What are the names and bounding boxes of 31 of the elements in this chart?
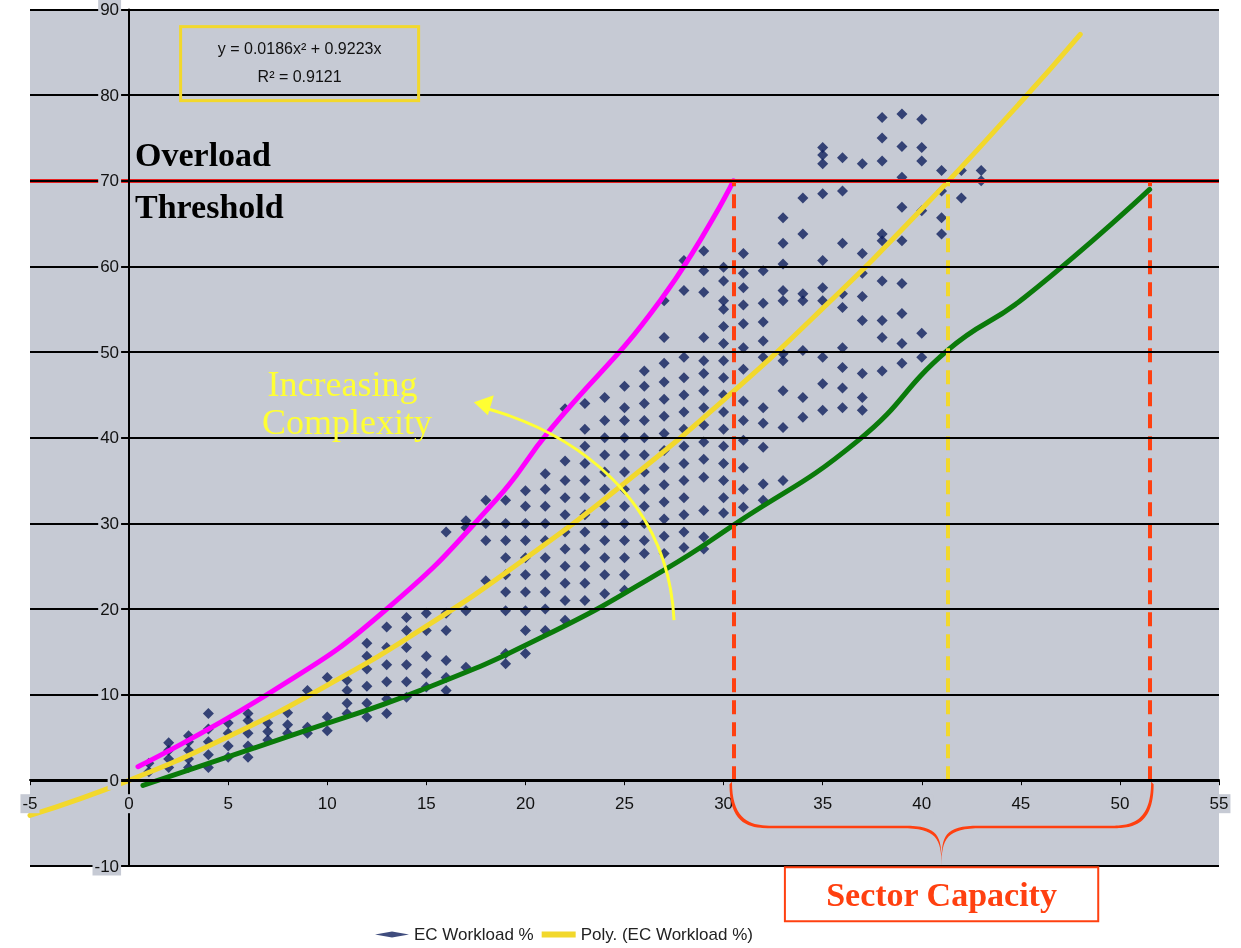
x-tick-label: 0 [124, 794, 134, 814]
text: Sector Capacity [826, 875, 1057, 913]
annotation: Increasing Complexity [262, 364, 433, 443]
x-tick-label: 40 [912, 794, 932, 814]
x-tick-label: 15 [416, 794, 436, 814]
y-tick-label: 70 [100, 171, 120, 191]
x-tick-label: 25 [615, 794, 634, 814]
x-tick-label: 50 [1110, 794, 1130, 814]
y-tick-label: 60 [100, 256, 120, 276]
y-tick-label: 20 [100, 599, 120, 619]
y-tick-label: -10 [94, 856, 120, 876]
y-tick-label: 90 [100, 0, 120, 19]
y-tick-label: 30 [100, 513, 120, 533]
ref-line-label: Overload Threshold [135, 136, 284, 226]
legend-label: Poly. (EC Workload %) [580, 925, 753, 944]
annotation: y = 0.0186x² + 0.9223x [217, 40, 382, 58]
annotation: R² = 0.9121 [257, 68, 342, 86]
x-tick-label: 55 [1209, 794, 1229, 814]
y-tick-label: 10 [100, 685, 120, 705]
x-tick-label: -5 [22, 794, 38, 814]
y-tick-label: 0 [109, 770, 120, 790]
y-tick-label: 40 [100, 428, 120, 448]
x-tick-label: 45 [1011, 794, 1031, 814]
y-tick-label: 80 [100, 85, 120, 105]
legend-label: EC Workload % [414, 925, 534, 944]
x-tick-label: 10 [317, 794, 337, 814]
x-tick-label: 5 [223, 794, 233, 814]
x-tick-label: 20 [515, 794, 535, 814]
x-tick-label: 30 [714, 794, 734, 814]
y-tick-label: 50 [100, 342, 120, 362]
x-tick-label: 35 [813, 794, 833, 814]
